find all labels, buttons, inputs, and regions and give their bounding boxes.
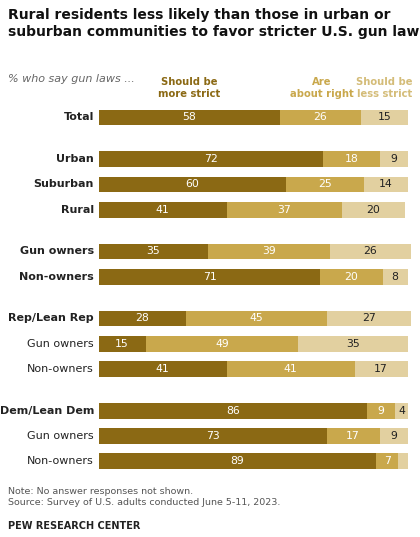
- Text: 49: 49: [215, 339, 229, 349]
- Text: 72: 72: [204, 154, 218, 164]
- Text: 71: 71: [202, 272, 216, 282]
- Text: % who say gun laws ...: % who say gun laws ...: [8, 74, 135, 84]
- Bar: [227, 361, 354, 377]
- Bar: [145, 336, 299, 352]
- Text: Gun owners: Gun owners: [20, 246, 94, 257]
- Text: 20: 20: [366, 205, 380, 215]
- Bar: [326, 428, 380, 444]
- Text: 25: 25: [318, 179, 332, 190]
- Text: Are
about right: Are about right: [290, 77, 354, 99]
- Text: 14: 14: [379, 179, 393, 190]
- Bar: [320, 269, 383, 285]
- Text: 9: 9: [390, 154, 397, 164]
- Text: 9: 9: [378, 406, 385, 416]
- Text: 37: 37: [278, 205, 291, 215]
- Text: 28: 28: [136, 314, 149, 323]
- Bar: [326, 310, 411, 326]
- Text: 86: 86: [226, 406, 240, 416]
- Text: Gun owners: Gun owners: [27, 431, 94, 441]
- Text: 27: 27: [362, 314, 375, 323]
- Text: Suburban: Suburban: [34, 179, 94, 190]
- Bar: [99, 151, 323, 167]
- Bar: [99, 361, 227, 377]
- Text: 15: 15: [115, 339, 129, 349]
- Bar: [395, 403, 408, 419]
- Text: 41: 41: [284, 364, 297, 374]
- Bar: [99, 310, 186, 326]
- Text: 60: 60: [185, 179, 199, 190]
- Text: 7: 7: [384, 456, 391, 466]
- Text: 8: 8: [392, 272, 399, 282]
- Text: Rep/Lean Rep: Rep/Lean Rep: [8, 314, 94, 323]
- Bar: [330, 244, 411, 259]
- Bar: [99, 336, 145, 352]
- Text: Non-owners: Non-owners: [19, 272, 94, 282]
- Text: 35: 35: [346, 339, 360, 349]
- Bar: [380, 151, 408, 167]
- Text: 15: 15: [377, 112, 391, 122]
- Bar: [99, 403, 367, 419]
- Text: 18: 18: [344, 154, 358, 164]
- Text: Dem/Lean Dem: Dem/Lean Dem: [0, 406, 94, 416]
- Bar: [99, 453, 376, 469]
- Bar: [380, 428, 408, 444]
- Bar: [99, 244, 208, 259]
- Text: 17: 17: [374, 364, 388, 374]
- Text: 41: 41: [156, 364, 170, 374]
- Text: Rural residents less likely than those in urban or
suburban communities to favor: Rural residents less likely than those i…: [8, 8, 420, 39]
- Bar: [286, 177, 364, 192]
- Text: 73: 73: [206, 431, 220, 441]
- Bar: [208, 244, 330, 259]
- Text: 45: 45: [249, 314, 263, 323]
- Bar: [364, 177, 408, 192]
- Text: PEW RESEARCH CENTER: PEW RESEARCH CENTER: [8, 520, 141, 531]
- Text: Rural: Rural: [61, 205, 94, 215]
- Bar: [186, 310, 326, 326]
- Bar: [227, 202, 342, 217]
- Text: 4: 4: [398, 406, 405, 416]
- Text: Urban: Urban: [56, 154, 94, 164]
- Bar: [361, 110, 408, 125]
- Bar: [99, 110, 280, 125]
- Bar: [99, 177, 286, 192]
- Bar: [99, 428, 326, 444]
- Text: 41: 41: [156, 205, 170, 215]
- Text: 20: 20: [344, 272, 358, 282]
- Text: 9: 9: [390, 431, 397, 441]
- Bar: [354, 361, 408, 377]
- Bar: [383, 269, 408, 285]
- Text: Non-owners: Non-owners: [27, 456, 94, 466]
- Text: 26: 26: [363, 246, 377, 257]
- Text: Gun owners: Gun owners: [27, 339, 94, 349]
- Text: Total: Total: [64, 112, 94, 122]
- Text: Non-owners: Non-owners: [27, 364, 94, 374]
- Bar: [299, 336, 408, 352]
- Bar: [367, 403, 395, 419]
- Text: Should be
more strict: Should be more strict: [158, 77, 220, 99]
- Text: 89: 89: [231, 456, 244, 466]
- Bar: [342, 202, 404, 217]
- Text: 35: 35: [147, 246, 160, 257]
- Bar: [376, 453, 398, 469]
- Text: Note: No answer responses not shown.
Source: Survey of U.S. adults conducted Jun: Note: No answer responses not shown. Sou…: [8, 487, 281, 507]
- Text: 58: 58: [182, 112, 196, 122]
- Text: 39: 39: [262, 246, 276, 257]
- Bar: [323, 151, 380, 167]
- Text: 26: 26: [313, 112, 327, 122]
- Bar: [99, 269, 320, 285]
- Text: Should be
less strict: Should be less strict: [356, 77, 412, 99]
- Bar: [99, 202, 227, 217]
- Bar: [280, 110, 361, 125]
- Text: 17: 17: [346, 431, 360, 441]
- Bar: [398, 453, 408, 469]
